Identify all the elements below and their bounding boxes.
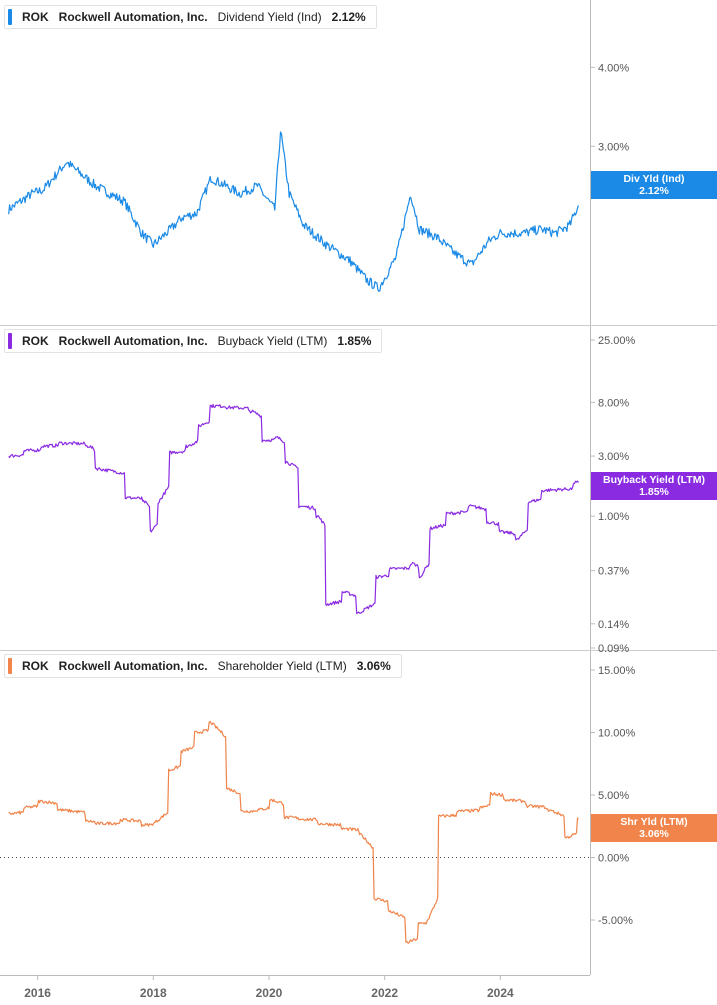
y-tick-label: 0.09% (598, 643, 629, 655)
x-tick-label: 2016 (24, 986, 51, 1000)
y-tick-label: 3.00% (598, 451, 629, 463)
legend-metric: Buyback Yield (LTM) (217, 334, 328, 348)
x-tick-label: 2018 (140, 986, 167, 1000)
y-tick-label: 0.00% (598, 853, 629, 865)
badge-label: Buyback Yield (LTM) (603, 474, 705, 486)
legend-dividend: ROK Rockwell Automation, Inc. Dividend Y… (4, 5, 377, 29)
legend-swatch-buyback (8, 333, 12, 349)
legend-ticker: ROK (22, 334, 49, 348)
legend-company: Rockwell Automation, Inc. (58, 334, 208, 348)
legend-swatch-dividend (8, 9, 12, 25)
legend-metric: Shareholder Yield (LTM) (217, 659, 347, 673)
y-tick-label: 25.00% (598, 335, 636, 347)
badge-value: 3.06% (639, 828, 669, 840)
legend-company: Rockwell Automation, Inc. (58, 659, 208, 673)
badge-label: Shr Yld (LTM) (620, 816, 688, 828)
x-tick-label: 2022 (371, 986, 398, 1000)
y-tick-label: -5.00% (598, 915, 633, 927)
badge-value: 1.85% (639, 486, 669, 498)
badge-label: Div Yld (Ind) (623, 173, 685, 185)
legend-ticker: ROK (22, 10, 49, 24)
y-tick-label: 4.00% (598, 62, 629, 74)
y-tick-label: 5.00% (598, 790, 629, 802)
y-tick-label: 0.14% (598, 619, 629, 631)
y-tick-label: 8.00% (598, 397, 629, 409)
legend-current-value: 3.06% (356, 659, 391, 673)
x-tick-label: 2024 (487, 986, 514, 1000)
badge-value: 2.12% (639, 185, 669, 197)
x-tick-label: 2020 (256, 986, 283, 1000)
legend-company: Rockwell Automation, Inc. (58, 10, 208, 24)
y-tick-label: 1.00% (598, 511, 629, 523)
legend-buyback: ROK Rockwell Automation, Inc. Buyback Yi… (4, 329, 383, 353)
y-tick-label: 0.37% (598, 566, 629, 578)
y-tick-label: 10.00% (598, 728, 636, 740)
legend-swatch-shareholder (8, 658, 12, 674)
series-line-dividend-yield (8, 131, 579, 292)
legend-ticker: ROK (22, 659, 49, 673)
series-line-shareholder-yield (8, 720, 579, 944)
badge-dividend: Div Yld (Ind) 2.12% (591, 171, 717, 199)
legend-shareholder: ROK Rockwell Automation, Inc. Shareholde… (4, 654, 402, 678)
series-line-buyback-yield (8, 403, 579, 615)
legend-current-value: 2.12% (331, 10, 366, 24)
legend-metric: Dividend Yield (Ind) (217, 10, 322, 24)
badge-buyback: Buyback Yield (LTM) 1.85% (591, 472, 717, 500)
badge-shareholder: Shr Yld (LTM) 3.06% (591, 814, 717, 842)
y-tick-label: 15.00% (598, 665, 636, 677)
y-tick-label: 3.00% (598, 141, 629, 153)
legend-current-value: 1.85% (337, 334, 372, 348)
